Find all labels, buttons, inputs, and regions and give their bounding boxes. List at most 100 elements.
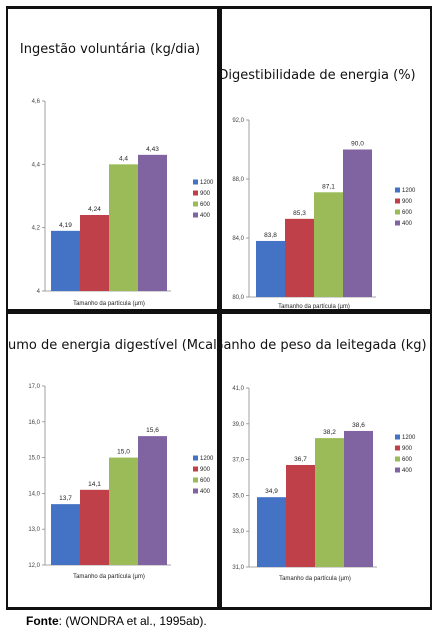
chart-title: Ingestão voluntária (kg/dia): [20, 42, 200, 57]
bar-chart-svg: Digestibilidade de energia (%) 80,0 84,0 88…: [222, 68, 416, 309]
bar-1200: [256, 240, 285, 297]
bar-400: [344, 430, 373, 567]
bar-600: [315, 438, 344, 567]
legend-label: 600: [200, 202, 211, 208]
bar-value-label: 4,24: [88, 206, 101, 213]
bar-value-label: 15,0: [117, 449, 130, 456]
bar-value-label: 15,6: [146, 427, 159, 434]
chart-panel-ganho: Ganho de peso da leitegada (kg) 31,0 33,0 3…: [222, 314, 430, 607]
y-tick-label: 4: [37, 289, 41, 295]
legend-swatch-900: [395, 445, 400, 451]
bar-400: [138, 154, 167, 291]
y-tick-label: 12,0: [28, 563, 40, 569]
chart-title: Ganho de peso da leitegada (kg): [222, 338, 427, 353]
bar-chart-svg: Consumo de energia digestível (Mcal/dia)…: [8, 338, 217, 580]
bar-value-label: 4,43: [146, 146, 159, 153]
legend-label: 1200: [402, 188, 416, 194]
legend-swatch-400: [193, 212, 198, 218]
legend-label: 900: [200, 191, 211, 197]
y-tick-label: 16,0: [28, 420, 40, 426]
bar-1200: [51, 230, 80, 291]
legend-swatch-1200: [193, 179, 198, 185]
legend-label: 600: [402, 210, 413, 216]
bar-value-label: 4,19: [59, 222, 72, 229]
figure-caption: Fonte: (WONDRA et al., 1995ab).: [26, 614, 207, 628]
x-axis-label: Tamanho da partícula (µm): [73, 301, 145, 307]
bar-chart-svg: Ganho de peso da leitegada (kg) 31,0 33,0 3…: [222, 338, 427, 582]
bar-chart-svg: Ingestão voluntária (kg/dia) 4 4,2 4,4 4,6 4,…: [20, 42, 214, 307]
legend-label: 900: [402, 199, 413, 205]
legend-swatch-600: [193, 201, 198, 207]
bar-400: [343, 149, 372, 297]
bar-value-label: 87,1: [322, 183, 335, 190]
legend-swatch-900: [193, 190, 198, 196]
bar-value-label: 13,7: [59, 495, 72, 502]
y-tick-label: 37,0: [232, 458, 244, 464]
bar-1200: [51, 504, 80, 565]
legend-swatch-1200: [395, 434, 400, 440]
y-tick-label: 80,0: [232, 295, 244, 301]
bar-value-label: 85,3: [293, 210, 306, 217]
y-tick-label: 4,4: [32, 162, 41, 168]
bar-900: [286, 464, 315, 567]
chart-panel-digestibilidade: Digestibilidade de energia (%) 80,0 84,0 88…: [222, 9, 430, 309]
legend-label: 600: [402, 457, 413, 463]
bar-value-label: 34,9: [265, 488, 278, 495]
bar-600: [109, 164, 138, 291]
chart-title: Digestibilidade de energia (%): [222, 68, 416, 83]
bar-value-label: 36,7: [294, 456, 307, 463]
chart-panel-consumo: Consumo de energia digestível (Mcal/dia)…: [8, 314, 217, 607]
bar-value-label: 14,1: [88, 481, 101, 488]
bar-1200: [257, 497, 286, 567]
legend-swatch-400: [395, 220, 400, 226]
y-tick-label: 14,0: [28, 491, 40, 497]
bar-900: [80, 215, 109, 291]
legend-swatch-600: [193, 477, 198, 483]
legend-swatch-1200: [395, 187, 400, 193]
chart-title: Consumo de energia digestível (Mcal/dia): [8, 338, 217, 353]
legend-label: 400: [200, 213, 211, 219]
legend-swatch-600: [395, 456, 400, 462]
y-tick-label: 4,6: [32, 99, 41, 105]
y-tick-label: 35,0: [232, 493, 244, 499]
bar-400: [138, 436, 167, 565]
y-tick-label: 88,0: [232, 177, 244, 183]
y-tick-label: 4,2: [32, 226, 41, 232]
x-axis-label: Tamanho da partícula (µm): [278, 304, 350, 309]
caption-text: : (WONDRA et al., 1995ab).: [58, 614, 207, 628]
y-tick-label: 39,0: [232, 422, 244, 428]
bar-value-label: 38,6: [352, 422, 365, 429]
legend-swatch-400: [193, 488, 198, 494]
y-tick-label: 84,0: [232, 236, 244, 242]
bar-600: [109, 457, 138, 565]
legend-swatch-1200: [193, 455, 198, 461]
bar-600: [314, 192, 343, 297]
y-tick-label: 41,0: [232, 386, 244, 392]
legend-label: 600: [200, 478, 211, 484]
legend-swatch-900: [395, 198, 400, 204]
y-tick-label: 17,0: [28, 384, 40, 390]
bar-value-label: 4,4: [119, 155, 128, 162]
x-axis-label: Tamanho da partícula (µm): [73, 574, 145, 580]
legend-label: 1200: [402, 435, 416, 441]
bar-value-label: 90,0: [351, 141, 364, 148]
legend-label: 900: [200, 467, 211, 473]
legend-swatch-600: [395, 209, 400, 215]
y-tick-label: 15,0: [28, 456, 40, 462]
legend-label: 900: [402, 446, 413, 452]
bar-value-label: 83,8: [264, 232, 277, 239]
caption-label: Fonte: [26, 614, 59, 628]
bar-value-label: 38,2: [323, 429, 336, 436]
y-tick-label: 92,0: [232, 118, 244, 124]
y-tick-label: 13,0: [28, 527, 40, 533]
bar-900: [285, 218, 314, 297]
legend-swatch-900: [193, 466, 198, 472]
y-tick-label: 33,0: [232, 529, 244, 535]
chart-panel-ingestao: Ingestão voluntária (kg/dia) 4 4,2 4,4 4,6 4,…: [8, 9, 217, 309]
legend-label: 400: [402, 468, 413, 474]
y-tick-label: 31,0: [232, 565, 244, 571]
legend-label: 400: [200, 489, 211, 495]
legend-label: 1200: [200, 456, 214, 462]
figure-frame: Ingestão voluntária (kg/dia) 4 4,2 4,4 4,6 4,…: [6, 6, 432, 610]
bar-900: [80, 489, 109, 565]
